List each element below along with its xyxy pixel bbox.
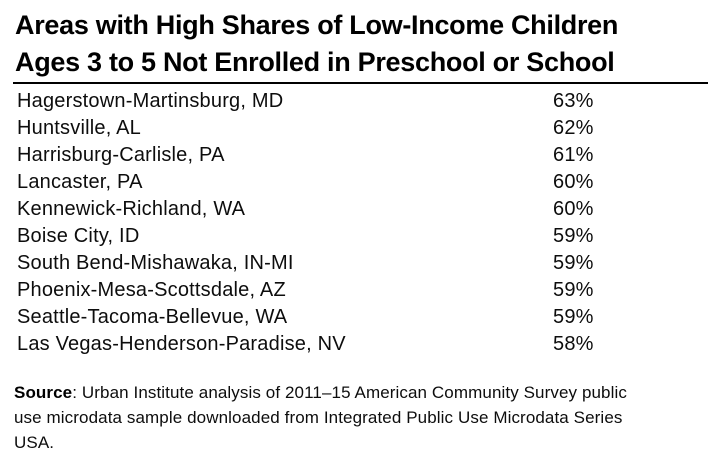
table-row: Hagerstown-Martinsburg, MD 63% xyxy=(0,88,711,115)
table-row: Kennewick-Richland, WA 60% xyxy=(0,196,711,223)
area-name: Hagerstown-Martinsburg, MD xyxy=(17,90,284,112)
area-name: Huntsville, AL xyxy=(17,117,141,139)
source-line-1: Source: Urban Institute analysis of 2011… xyxy=(14,380,697,405)
title-line-1: Areas with High Shares of Low-Income Chi… xyxy=(15,10,619,40)
area-value: 60% xyxy=(553,198,594,220)
area-value: 60% xyxy=(553,171,594,193)
area-value: 59% xyxy=(553,279,594,301)
area-name: Lancaster, PA xyxy=(17,171,143,193)
area-name: Boise City, ID xyxy=(17,225,140,247)
table-row: Seattle-Tacoma-Bellevue, WA 59% xyxy=(0,304,711,331)
area-name: Phoenix-Mesa-Scottsdale, AZ xyxy=(17,279,286,301)
area-value: 59% xyxy=(553,306,594,328)
data-table: Hagerstown-Martinsburg, MD 63% Huntsvill… xyxy=(0,88,711,358)
title-line-2: Ages 3 to 5 Not Enrolled in Preschool or… xyxy=(15,47,615,77)
area-name: Seattle-Tacoma-Bellevue, WA xyxy=(17,306,288,328)
table-row: Phoenix-Mesa-Scottsdale, AZ 59% xyxy=(0,277,711,304)
title-divider xyxy=(13,82,708,84)
area-name: South Bend-Mishawaka, IN-MI xyxy=(17,252,294,274)
table-row: Boise City, ID 59% xyxy=(0,223,711,250)
area-value: 58% xyxy=(553,333,594,355)
area-name: Kennewick-Richland, WA xyxy=(17,198,246,220)
area-value: 62% xyxy=(553,117,594,139)
area-value: 63% xyxy=(553,90,594,112)
source-line-1-text: : Urban Institute analysis of 2011–15 Am… xyxy=(72,383,627,402)
page-title: Areas with High Shares of Low-Income Chi… xyxy=(15,7,699,81)
table-row: Huntsville, AL 62% xyxy=(0,115,711,142)
source-note: Source: Urban Institute analysis of 2011… xyxy=(14,380,697,455)
area-name: Las Vegas-Henderson-Paradise, NV xyxy=(17,333,346,355)
area-name: Harrisburg-Carlisle, PA xyxy=(17,144,225,166)
table-row: Harrisburg-Carlisle, PA 61% xyxy=(0,142,711,169)
table-row: Lancaster, PA 60% xyxy=(0,169,711,196)
area-value: 59% xyxy=(553,252,594,274)
table-row: Las Vegas-Henderson-Paradise, NV 58% xyxy=(0,331,711,358)
area-value: 61% xyxy=(553,144,594,166)
source-line-3: USA. xyxy=(14,433,55,452)
source-label: Source xyxy=(14,383,73,402)
source-line-2: use microdata sample downloaded from Int… xyxy=(14,408,623,427)
area-value: 59% xyxy=(553,225,594,247)
table-row: South Bend-Mishawaka, IN-MI 59% xyxy=(0,250,711,277)
